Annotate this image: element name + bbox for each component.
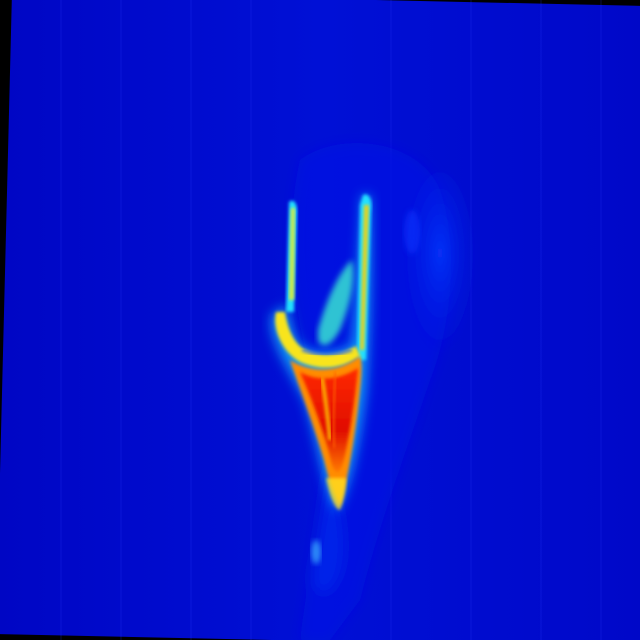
chin-glow bbox=[311, 540, 321, 564]
hot-region bbox=[271, 194, 372, 512]
ear-shape bbox=[404, 172, 474, 352]
